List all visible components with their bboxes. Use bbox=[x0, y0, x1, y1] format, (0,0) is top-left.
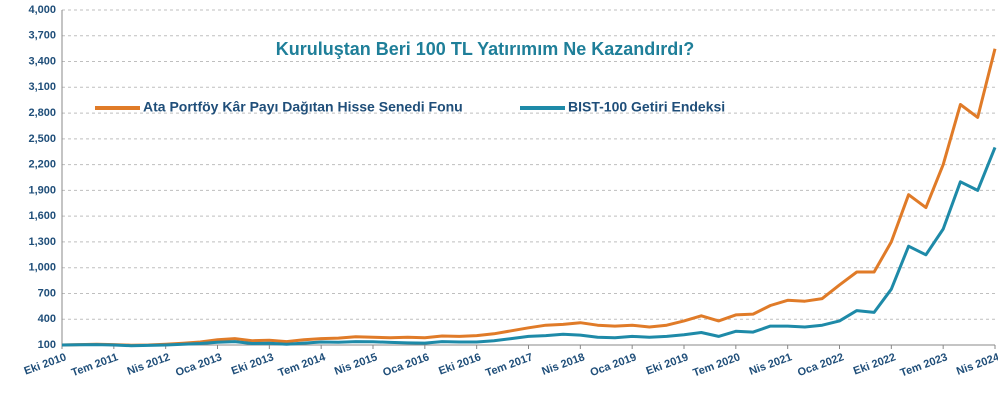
series-line bbox=[61, 146, 997, 348]
y-tick-label: 700 bbox=[38, 287, 56, 299]
y-tick-label: 1,000 bbox=[28, 262, 56, 274]
x-tick-label: Oca 2022 bbox=[796, 351, 846, 379]
x-tick-label: Tem 2023 bbox=[899, 351, 949, 379]
x-tick-label: Nis 2024 bbox=[955, 351, 998, 378]
x-tick-label: Tem 2014 bbox=[277, 351, 328, 379]
y-tick-label: 4,000 bbox=[28, 4, 56, 16]
y-tick-label: 2,500 bbox=[28, 133, 56, 145]
x-tick-label: Eki 2019 bbox=[645, 351, 690, 377]
y-tick-label: 2,200 bbox=[28, 159, 56, 171]
x-tick-label: Tem 2011 bbox=[70, 351, 120, 379]
y-tick-label: 1,900 bbox=[28, 184, 56, 196]
y-tick-label: 3,700 bbox=[28, 30, 56, 42]
x-tick-label: Eki 2022 bbox=[852, 351, 897, 377]
legend-label: BIST-100 Getiri Endeksi bbox=[568, 99, 725, 115]
x-tick-label: Nis 2015 bbox=[333, 351, 379, 378]
y-tick-label: 100 bbox=[38, 339, 56, 351]
x-tick-label: Tem 2020 bbox=[691, 351, 741, 379]
x-tick-label: Nis 2018 bbox=[540, 351, 586, 378]
x-tick-label: Oca 2016 bbox=[381, 351, 431, 379]
series-line bbox=[61, 48, 997, 347]
x-tick-label: Eki 2010 bbox=[23, 351, 68, 377]
chart-title: Kuruluştan Beri 100 TL Yatırımım Ne Kaza… bbox=[276, 39, 694, 59]
x-tick-label: Tem 2017 bbox=[484, 351, 534, 379]
x-tick-label: Nis 2021 bbox=[748, 351, 794, 378]
y-tick-label: 3,400 bbox=[28, 55, 56, 67]
legend-label: Ata Portföy Kâr Payı Dağıtan Hisse Sened… bbox=[143, 99, 463, 115]
y-tick-label: 1,300 bbox=[28, 236, 56, 248]
x-tick-label: Nis 2012 bbox=[126, 351, 172, 378]
x-tick-label: Oca 2013 bbox=[174, 351, 224, 379]
x-tick-label: Eki 2016 bbox=[437, 351, 482, 377]
y-tick-label: 400 bbox=[38, 313, 56, 325]
y-tick-label: 1,600 bbox=[28, 210, 56, 222]
x-tick-label: Oca 2019 bbox=[589, 351, 639, 379]
y-tick-label: 2,800 bbox=[28, 107, 56, 119]
x-tick-label: Eki 2013 bbox=[230, 351, 275, 377]
y-tick-label: 3,100 bbox=[28, 81, 56, 93]
